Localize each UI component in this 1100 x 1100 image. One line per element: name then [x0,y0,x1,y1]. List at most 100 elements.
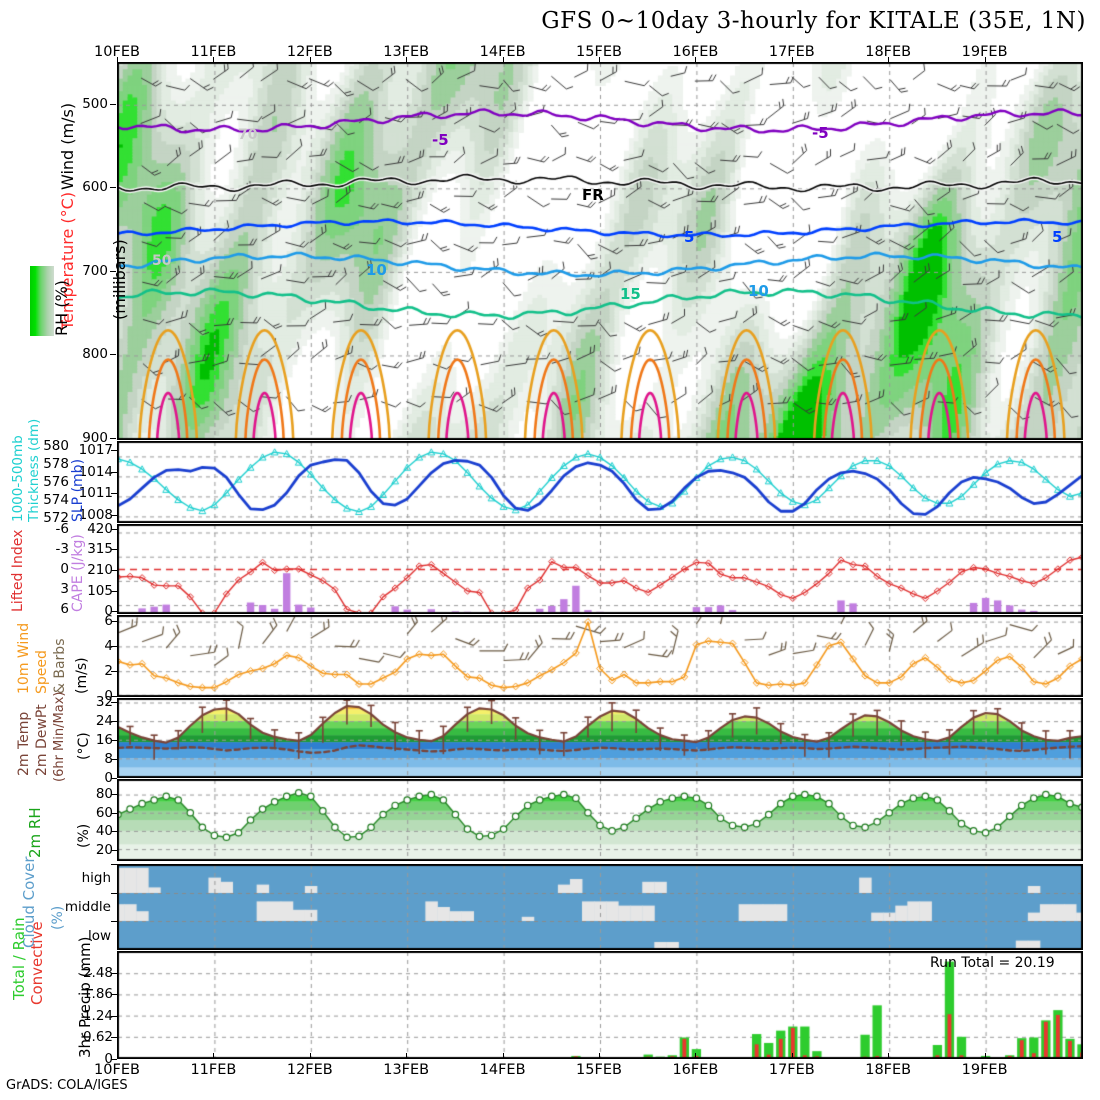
slp-thickness-panel [117,441,1083,523]
day-label-19feb: 19FEB [961,44,1008,60]
cape-tick-mark [111,611,117,613]
cloud-tick-mark [111,921,117,923]
precip-tick-2.48: 2.48 [82,964,113,981]
isotherm-label: 5 [684,228,695,246]
x-tick [406,1053,408,1059]
rh-2m-panel [117,779,1083,861]
cloud-cover-panel [117,864,1083,950]
pressure-tick-900: 900 [82,430,108,446]
rh-tick-mark [111,793,117,795]
precip-tick-mark [111,972,117,974]
isotherm-label: 70 [238,127,258,143]
temp-tick-16: 16 [95,731,113,748]
pressure-tick-500: 500 [82,95,108,112]
isotherm-label: 15 [620,285,641,303]
precip-tick-0.62: 0.62 [82,1029,113,1046]
cloud-row-low: low [87,927,111,944]
li-tick--3: -3 [55,541,69,558]
wind-tick-4: 4 [104,637,113,654]
label-slp-mb: SLP (mb) [70,458,86,522]
temp-tick-mark [111,758,117,760]
temp-tick-mark [111,778,117,779]
wind-speed-panel [117,615,1083,697]
day-label-bottom-10feb: 10FEB [94,1062,140,1078]
isotherm-label: 50 [152,253,172,269]
day-label-11feb: 11FEB [190,44,237,60]
rh-tick-80: 80 [95,785,113,802]
label-3hr-precip: 3hr Precip (mm) [76,936,94,1058]
x-tick [791,1053,793,1059]
isotherm-label: -5 [432,131,449,149]
cape-tick-0: 0 [104,603,113,620]
x-tick [502,57,504,63]
day-label-16feb: 16FEB [672,44,719,60]
slp-tick-1014: 1014 [78,463,113,480]
rh-tick-mark [111,849,117,851]
pressure-tick-800: 800 [82,346,108,363]
cape-tick-mark [111,528,117,530]
label-total-rain: Total / Rain [10,917,28,1000]
label-lifted-index: Lifted Index [10,529,26,612]
cloud-tick-mark [111,892,117,894]
label-6hr-minmax: (6hr Min/Max) [52,691,67,782]
temp-tick-8: 8 [104,750,113,767]
x-tick [309,1053,311,1059]
label-millibars: (millibars) [110,239,129,320]
pressure-tick-mark [110,354,116,356]
li-tick-0: 0 [60,561,69,578]
slp-tick-mark [111,515,117,517]
x-tick [117,57,118,63]
slp-tick-mark [111,493,117,495]
pressure-tick-mark [110,103,116,105]
x-tick [117,1053,118,1059]
precip-tick-mark [111,1015,117,1017]
temp-tick-0: 0 [104,770,113,786]
day-label-bottom-16feb: 16FEB [672,1062,719,1078]
slp-tick-1008: 1008 [78,507,113,524]
x-tick [406,57,408,63]
precip-tick-mark [111,994,117,996]
precip-tick-0: 0 [104,1051,113,1067]
li-tick--6: -6 [55,521,69,538]
x-tick [213,1053,215,1059]
x-tick [213,57,215,63]
day-label-bottom-13feb: 13FEB [383,1062,430,1078]
label-wind-barbs: & Barbs [52,638,68,695]
label-thickness-1000-500mb: 1000-500mb [10,435,26,522]
cape-lifted-index-panel [117,524,1083,614]
label-cape-jkg: CAPE (J/kg) [70,534,86,612]
day-label-bottom-11feb: 11FEB [190,1062,237,1078]
thickness-tick-576: 576 [43,473,69,490]
day-label-15feb: 15FEB [576,44,622,60]
rh-tick-40: 40 [95,823,113,840]
cloud-row-middle: middle [64,899,111,915]
run-total-label: Run Total = 20.19 [930,955,1055,971]
label-rh-percent: RH (%) [52,280,71,336]
x-tick [984,1053,986,1059]
wind-tick-mark [111,645,117,647]
isotherm-label: FR [582,186,604,204]
slp-tick-1017: 1017 [78,442,113,459]
day-label-bottom-18feb: 18FEB [865,1062,912,1078]
temp-tick-mark [111,701,117,703]
li-tick-6: 6 [60,601,69,618]
day-label-14feb: 14FEB [479,44,526,60]
cape-tick-mark [111,569,117,571]
cloud-tick-mark [111,864,117,865]
wind-tick-0: 0 [104,687,113,704]
x-tick [695,1053,697,1059]
label-thickness-dm: Thickness (dm) [26,418,42,522]
upper-air-cross-section-panel [117,62,1083,440]
temperature-dewpoint-panel [117,698,1083,778]
precip-tick-mark [111,1059,117,1060]
precip-tick-mark [111,1037,117,1039]
cape-tick-420: 420 [87,520,113,537]
pressure-tick-700: 700 [82,262,108,279]
rh-tick-mark [111,831,117,833]
cloud-row-high: high [81,870,111,887]
thickness-tick-578: 578 [43,455,69,472]
precip-tick-1.24: 1.24 [82,1007,113,1024]
label-2m-dewpt: 2m DewPt [34,704,50,776]
day-label-18feb: 18FEB [865,44,912,60]
day-label-13feb: 13FEB [383,44,430,60]
